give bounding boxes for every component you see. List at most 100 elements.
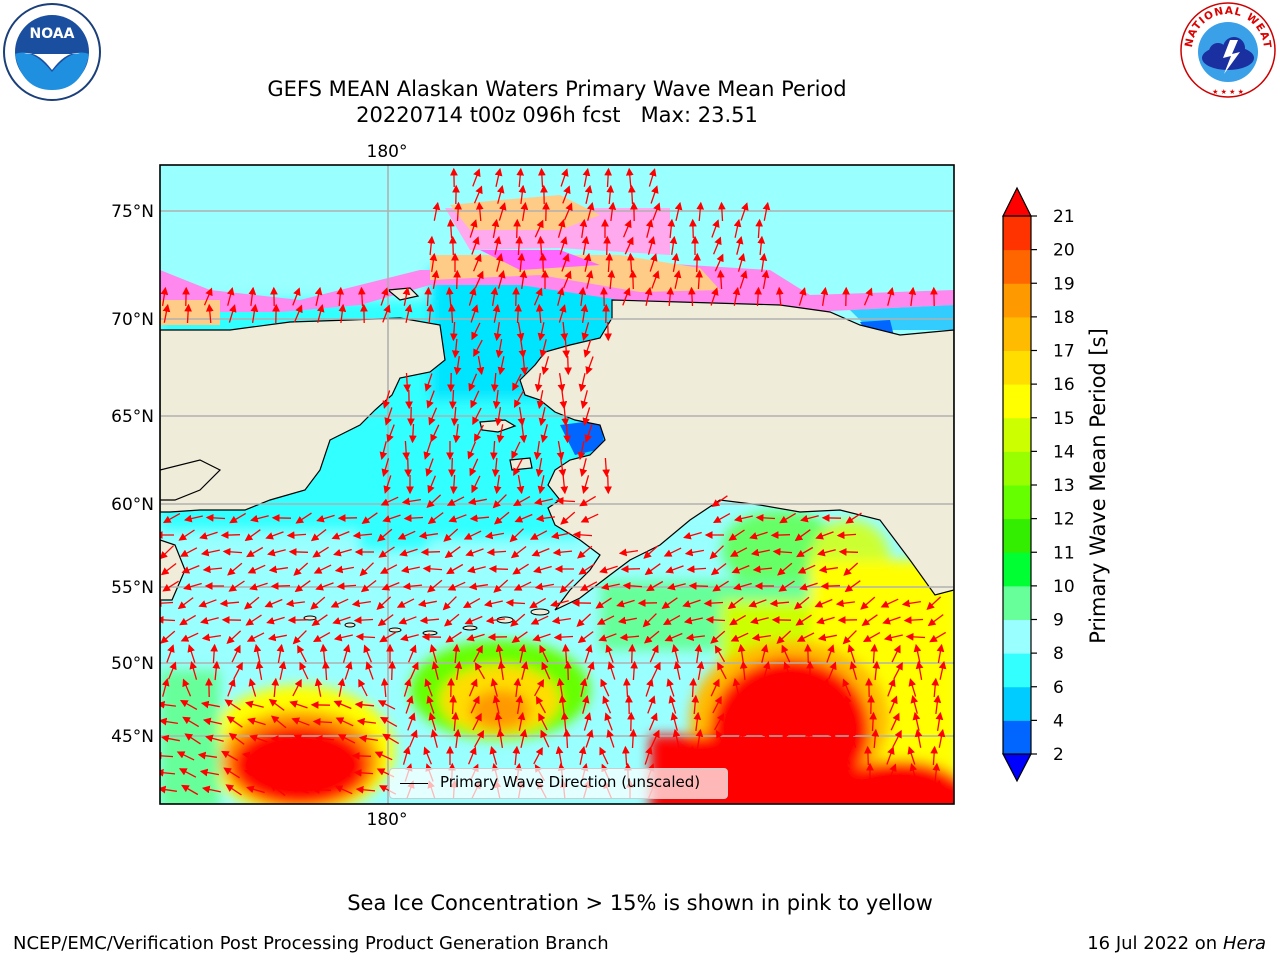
wave-arrow bbox=[739, 270, 748, 289]
wave-arrow bbox=[314, 677, 323, 697]
colorbar-tick-label: 11 bbox=[1053, 543, 1075, 563]
wave-arrow bbox=[474, 662, 486, 680]
wave-arrow bbox=[265, 750, 282, 762]
wave-arrow bbox=[666, 678, 675, 697]
wave-arrow bbox=[824, 780, 833, 799]
wave-arrow bbox=[363, 644, 373, 663]
wave-arrow bbox=[267, 766, 284, 779]
wave-arrow bbox=[821, 678, 830, 697]
wave-arrow bbox=[673, 269, 682, 289]
wave-arrow bbox=[551, 616, 572, 625]
wave-arrow bbox=[628, 643, 636, 664]
wave-arrow bbox=[927, 614, 944, 627]
wave-arrow bbox=[205, 513, 226, 522]
wave-arrow bbox=[607, 269, 616, 290]
wave-arrow bbox=[737, 643, 746, 663]
wave-arrow bbox=[932, 762, 941, 783]
wave-arrow bbox=[794, 529, 811, 542]
wave-arrow bbox=[351, 752, 372, 760]
colorbar-segment bbox=[1003, 518, 1031, 553]
wave-arrow bbox=[271, 677, 280, 698]
wave-arrow bbox=[336, 286, 345, 307]
wave-arrow bbox=[848, 729, 857, 748]
wave-arrow bbox=[201, 633, 222, 642]
colorbar-segment bbox=[1003, 350, 1031, 385]
wave-arrow bbox=[495, 253, 504, 272]
wave-arrow bbox=[669, 235, 678, 255]
wave-arrow bbox=[160, 630, 176, 644]
wave-arrow bbox=[562, 185, 571, 204]
colorbar-tick-label: 13 bbox=[1053, 476, 1075, 496]
colorbar-tick-label: 10 bbox=[1053, 577, 1075, 597]
wave-arrow bbox=[595, 597, 612, 609]
wave-arrow bbox=[666, 286, 675, 307]
lon-label-top: 180° bbox=[367, 142, 408, 162]
wave-arrow bbox=[321, 660, 330, 681]
wave-arrow bbox=[355, 632, 376, 641]
wave-arrow bbox=[429, 644, 438, 663]
wave-arrow bbox=[490, 372, 499, 393]
wave-arrow bbox=[333, 633, 353, 642]
wave-arrow bbox=[696, 201, 705, 222]
colorbar-tick-label: 2 bbox=[1053, 745, 1064, 765]
wave-arrow bbox=[183, 514, 203, 523]
wave-arrow bbox=[576, 613, 592, 627]
wave-arrow bbox=[756, 762, 765, 783]
wave-arrow bbox=[776, 630, 792, 644]
wave-arrow bbox=[825, 712, 834, 731]
wave-arrow bbox=[496, 728, 505, 749]
wave-arrow bbox=[860, 596, 876, 610]
wave-arrow bbox=[816, 616, 835, 625]
wave-arrow bbox=[644, 746, 653, 765]
wave-arrow bbox=[880, 598, 899, 608]
wave-arrow bbox=[781, 644, 791, 663]
wave-arrow bbox=[843, 562, 859, 576]
wave-arrow bbox=[652, 202, 661, 221]
wave-arrow bbox=[695, 269, 704, 290]
wave-arrow bbox=[184, 733, 201, 745]
wave-arrow bbox=[778, 695, 788, 714]
wave-arrow bbox=[798, 287, 807, 306]
wave-arrow bbox=[446, 563, 464, 575]
wave-arrow bbox=[292, 287, 301, 306]
wave-arrow bbox=[294, 580, 311, 593]
wave-arrow bbox=[797, 745, 806, 765]
wave-arrow bbox=[227, 562, 243, 576]
colorbar-tick-label: 21 bbox=[1053, 207, 1075, 227]
wave-arrow bbox=[559, 390, 568, 410]
wave-arrow bbox=[556, 440, 565, 461]
wave-arrow bbox=[268, 565, 288, 574]
wave-arrow bbox=[579, 581, 598, 591]
wave-arrow bbox=[267, 548, 286, 557]
wave-arrow bbox=[365, 661, 374, 680]
wave-arrow bbox=[672, 728, 681, 748]
colorbar-tick-label: 15 bbox=[1053, 409, 1075, 429]
wave-arrow bbox=[585, 729, 594, 748]
wave-arrow bbox=[377, 700, 396, 710]
wave-arrow bbox=[452, 643, 461, 664]
wave-arrow bbox=[374, 751, 393, 761]
wave-arrow bbox=[160, 785, 177, 794]
wave-arrow bbox=[646, 580, 664, 592]
wave-arrow bbox=[740, 202, 749, 221]
wave-arrow bbox=[817, 633, 837, 642]
wave-arrow bbox=[564, 660, 572, 681]
wave-arrow bbox=[472, 253, 482, 272]
wave-arrow bbox=[222, 547, 243, 556]
wave-arrow bbox=[293, 562, 309, 576]
wave-arrow bbox=[312, 546, 329, 558]
wave-arrow bbox=[529, 597, 547, 609]
wave-arrow bbox=[844, 695, 853, 714]
wave-arrow bbox=[490, 286, 499, 307]
wave-arrow bbox=[580, 513, 599, 523]
wave-arrow bbox=[606, 729, 615, 748]
wave-arrow bbox=[760, 644, 769, 663]
wave-arrow bbox=[931, 677, 940, 698]
wave-arrow bbox=[330, 751, 349, 760]
wave-arrow bbox=[431, 661, 440, 680]
wave-arrow bbox=[233, 661, 243, 680]
wave-arrow bbox=[890, 712, 900, 731]
wave-arrow bbox=[622, 677, 631, 698]
wave-arrow bbox=[472, 407, 482, 426]
wave-arrow bbox=[401, 497, 422, 506]
